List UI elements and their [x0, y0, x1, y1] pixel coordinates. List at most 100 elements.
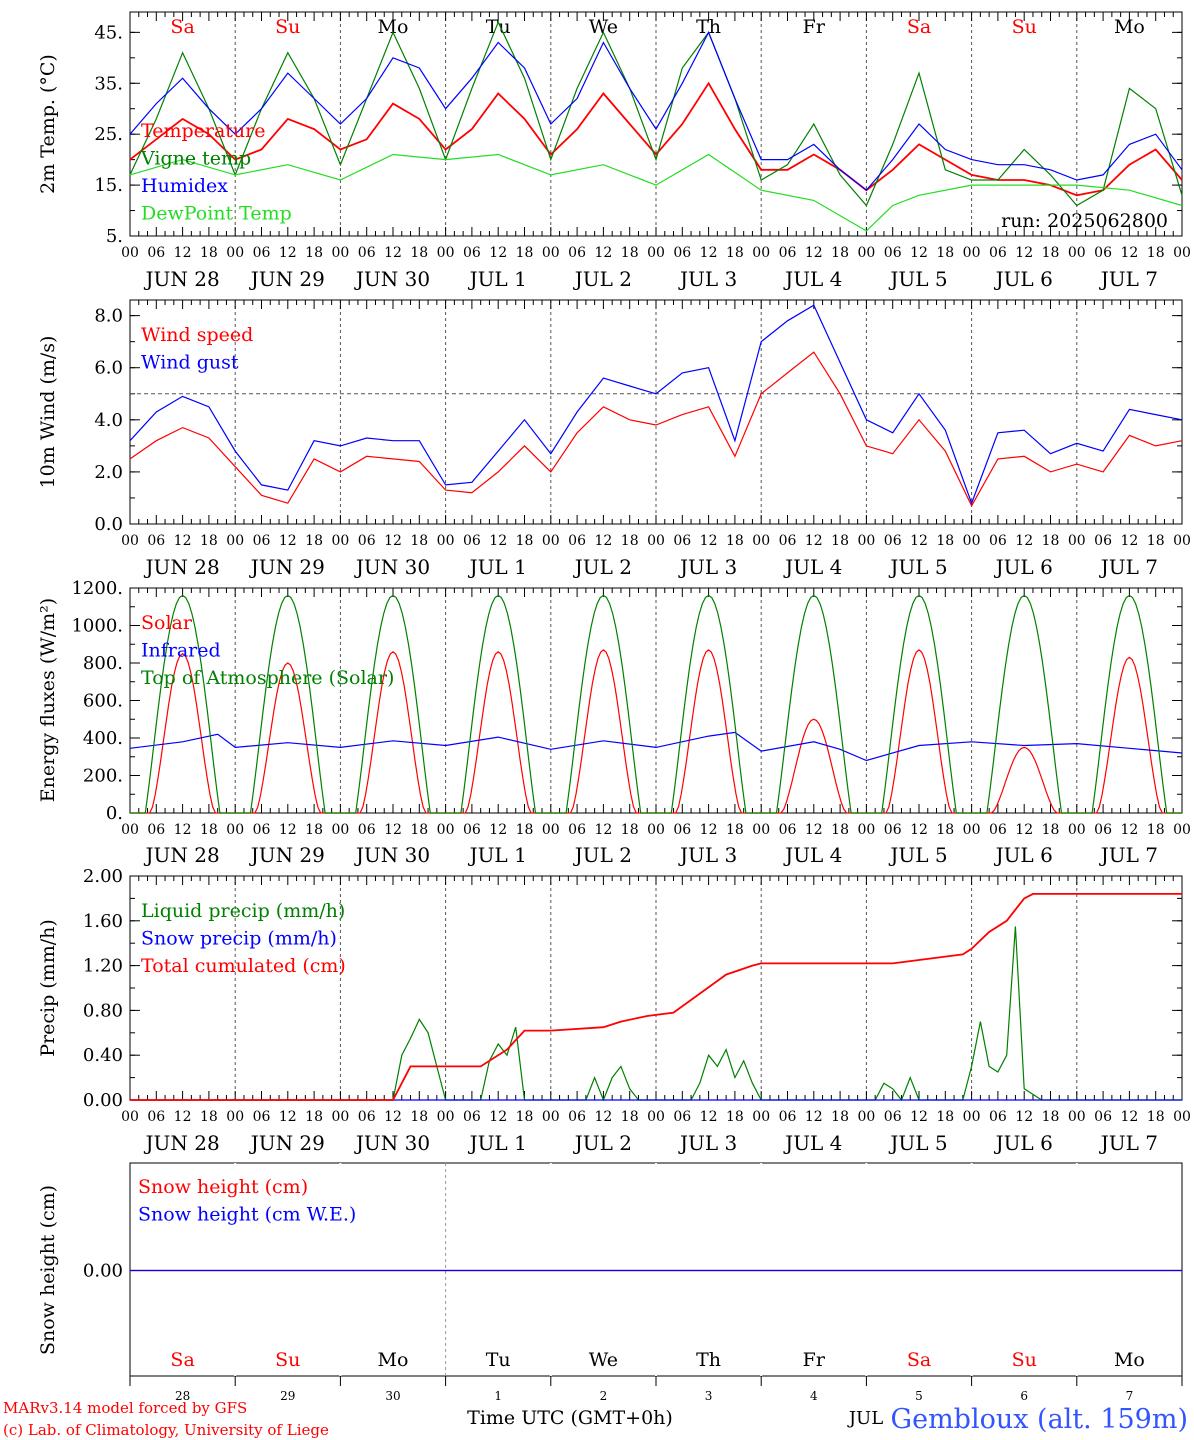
y-tick-label: 0.40 [83, 1045, 123, 1066]
date-label: JUL 7 [1099, 843, 1158, 867]
date-label: JUL 1 [468, 1131, 527, 1155]
legend-entry: Solar [141, 612, 193, 634]
date-label: JUL 1 [468, 267, 527, 291]
hour-label: 06 [463, 533, 481, 549]
hour-label: 06 [884, 533, 902, 549]
weekday-label: Fr [803, 1349, 826, 1371]
panel-energy: 0. 200. 400. 600. 800. 1000. 1200. Energy fluxe… [37, 578, 1191, 867]
hour-label: 06 [779, 1109, 797, 1125]
hour-label: 06 [358, 245, 376, 261]
day-number-label: 7 [1126, 1389, 1134, 1403]
hour-label: 00 [857, 245, 875, 261]
series-line [129, 153, 1183, 232]
y-axis-label: 10m Wind (m/s) [37, 336, 59, 489]
legend-entry: Snow height (cm W.E.) [138, 1204, 356, 1226]
hour-label: 00 [752, 533, 770, 549]
hour-label: 06 [568, 822, 586, 838]
y-axis-label: Energy fluxes (W/m²) [37, 598, 59, 802]
series-line [130, 893, 1182, 1101]
plot-frame [129, 587, 1183, 814]
hour-label: 06 [989, 1109, 1007, 1125]
date-label: JUL 6 [994, 267, 1053, 291]
weekday-label: Sa [170, 16, 194, 38]
legend-entry: Temperature [141, 120, 265, 142]
station-label: Gembloux (alt. 159m) [891, 1404, 1188, 1435]
date-label: JUL 2 [573, 555, 632, 579]
date-label: JUL 4 [783, 1131, 842, 1155]
weekday-label: Mo [378, 1349, 409, 1371]
hour-label: 00 [857, 1109, 875, 1125]
day-number-label: 30 [385, 1389, 400, 1403]
hour-label: 18 [936, 245, 954, 261]
hour-label: 06 [1094, 1109, 1112, 1125]
series-line [129, 351, 1183, 508]
series-line [129, 81, 1183, 197]
day-number-label: 3 [705, 1389, 713, 1403]
date-label: JUL 6 [994, 1131, 1053, 1155]
hour-label: 06 [568, 1109, 586, 1125]
hour-label: 12 [594, 533, 612, 549]
weekday-label: Su [1012, 1349, 1037, 1371]
date-label: JUL 4 [783, 555, 842, 579]
hour-label: 00 [121, 245, 139, 261]
hour-label: 06 [358, 533, 376, 549]
hour-label: 00 [963, 245, 981, 261]
hour-label: 06 [884, 822, 902, 838]
weekday-label: Mo [378, 16, 409, 38]
hour-label: 12 [174, 245, 192, 261]
hour-label: 18 [621, 1109, 639, 1125]
hour-label: 18 [831, 1109, 849, 1125]
hour-label: 00 [437, 1109, 455, 1125]
hour-label: 18 [621, 245, 639, 261]
copyright-credit: (c) Lab. of Climatology, University of L… [3, 1421, 329, 1439]
hour-label: 12 [1015, 822, 1033, 838]
hour-label: 06 [147, 822, 165, 838]
hour-label: 06 [358, 1109, 376, 1125]
hour-label: 18 [516, 533, 534, 549]
panel-snow: 0.00 Snow height (cm) Sa Su Mo Tu We Th Fr Sa Su Mo… [37, 1162, 1183, 1403]
hour-label: 00 [647, 1109, 665, 1125]
y-axis-label: 2m Temp. (°C) [37, 54, 59, 194]
hour-label: 12 [1120, 822, 1138, 838]
hour-label: 18 [936, 533, 954, 549]
hour-label: 18 [200, 822, 218, 838]
hour-label: 00 [121, 533, 139, 549]
date-label: JUN 30 [354, 555, 430, 579]
hour-label: 12 [1120, 245, 1138, 261]
y-tick-label: 6.0 [94, 358, 123, 379]
date-label: JUN 28 [144, 843, 220, 867]
date-label: JUL 6 [994, 555, 1053, 579]
hour-label: 18 [1042, 533, 1060, 549]
legend-entry: DewPoint Temp [141, 203, 292, 225]
hour-label: 06 [673, 245, 691, 261]
hour-label: 06 [884, 245, 902, 261]
hour-label: 18 [305, 1109, 323, 1125]
hour-label: 00 [331, 245, 349, 261]
hour-label: 00 [226, 533, 244, 549]
legend-entry: Liquid precip (mm/h) [141, 900, 345, 922]
weekday-label: Mo [1114, 16, 1145, 38]
day-number-label: 4 [810, 1389, 818, 1403]
hour-label: 12 [384, 533, 402, 549]
hour-label: 06 [568, 533, 586, 549]
hour-label: 00 [1173, 822, 1191, 838]
y-tick-label: 0.80 [83, 1000, 123, 1021]
legend-entry: Infrared [141, 640, 221, 662]
hour-label: 00 [331, 1109, 349, 1125]
y-tick-label: 200. [83, 766, 123, 787]
model-credit: MARv3.14 model forced by GFS [3, 1399, 247, 1417]
hour-label: 06 [568, 245, 586, 261]
weekday-label: Sa [907, 1349, 931, 1371]
hour-label: 06 [779, 533, 797, 549]
date-label: JUN 29 [249, 555, 325, 579]
hour-label: 12 [1015, 533, 1033, 549]
hour-label: 00 [857, 533, 875, 549]
weekday-label: Tu [486, 16, 511, 38]
hour-label: 18 [936, 1109, 954, 1125]
series-line [129, 30, 1183, 192]
hour-label: 00 [1173, 1109, 1191, 1125]
date-label: JUL 6 [994, 843, 1053, 867]
hour-label: 06 [358, 822, 376, 838]
hour-label: 00 [1068, 1109, 1086, 1125]
